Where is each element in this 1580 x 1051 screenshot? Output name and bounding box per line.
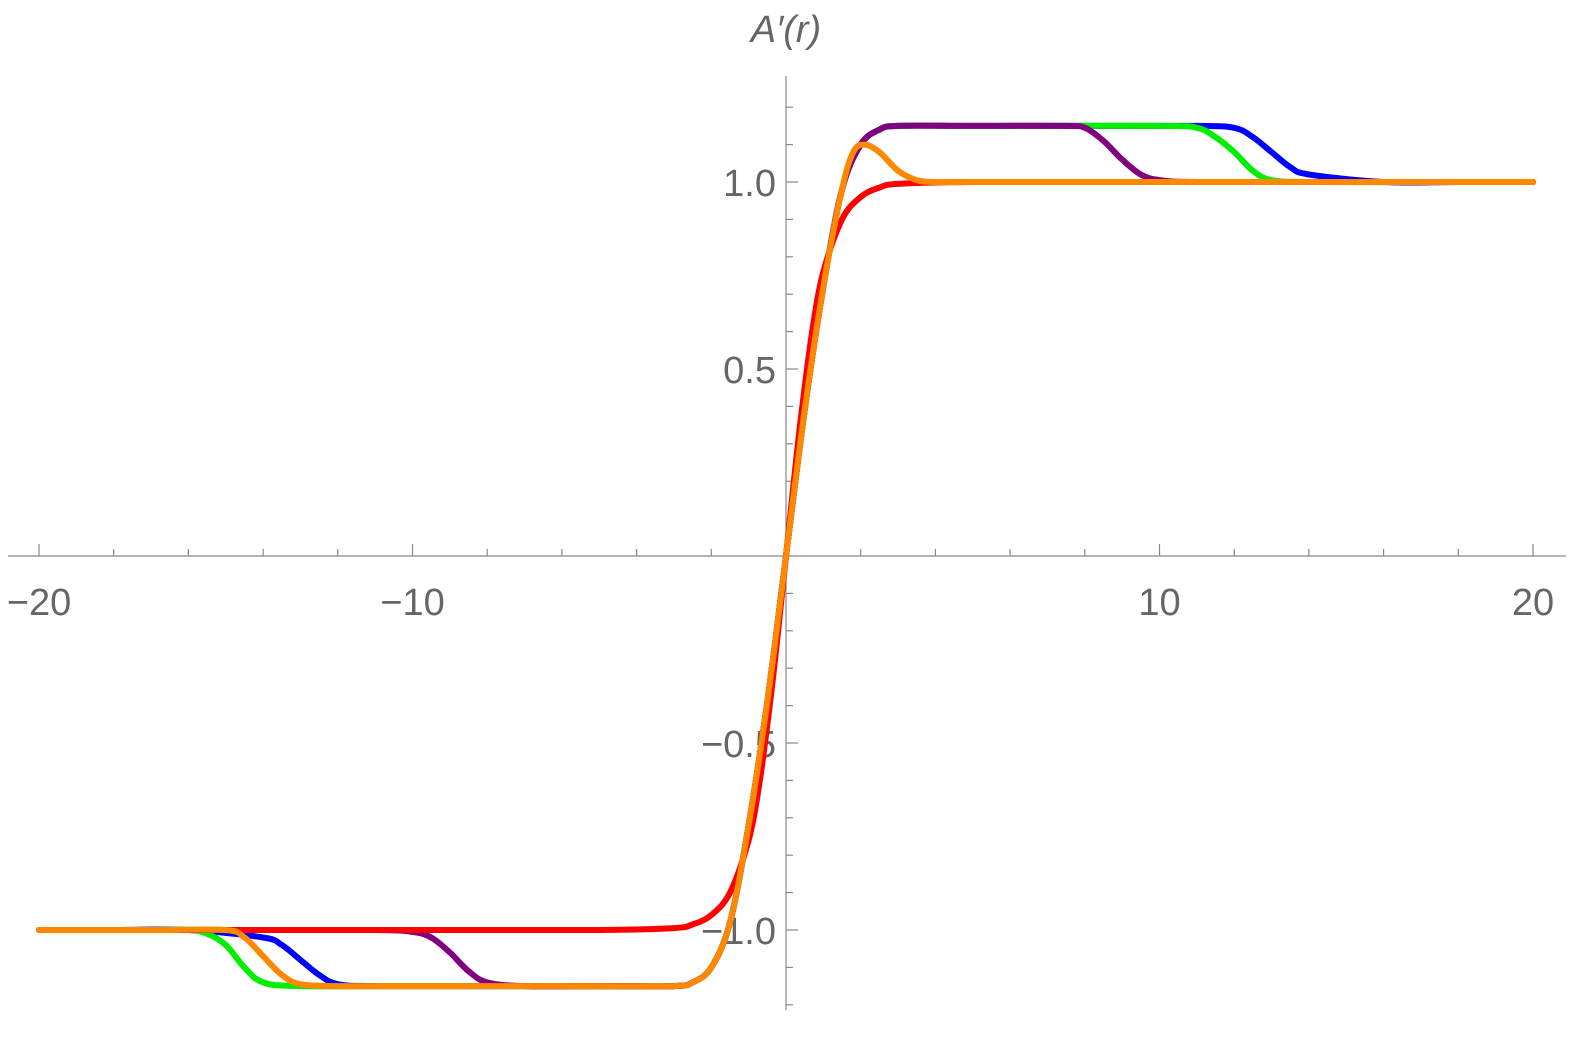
x-tick-label: 10 [1138, 582, 1180, 624]
x-tick-label: 20 [1512, 582, 1554, 624]
x-tick-label: −10 [380, 582, 444, 624]
curves [36, 122, 1536, 990]
y-tick-label: −1.0 [701, 911, 776, 953]
series-line-5 [36, 141, 1536, 990]
ticks: −20 −10 10 20−1.0−0.50.51.0 [7, 106, 1554, 1006]
y-tick-label: 0.5 [723, 350, 776, 392]
x-tick-label: −20 [7, 582, 71, 624]
y-tick-label: 1.0 [723, 163, 776, 205]
y-axis-title: A′(r) [749, 9, 821, 51]
